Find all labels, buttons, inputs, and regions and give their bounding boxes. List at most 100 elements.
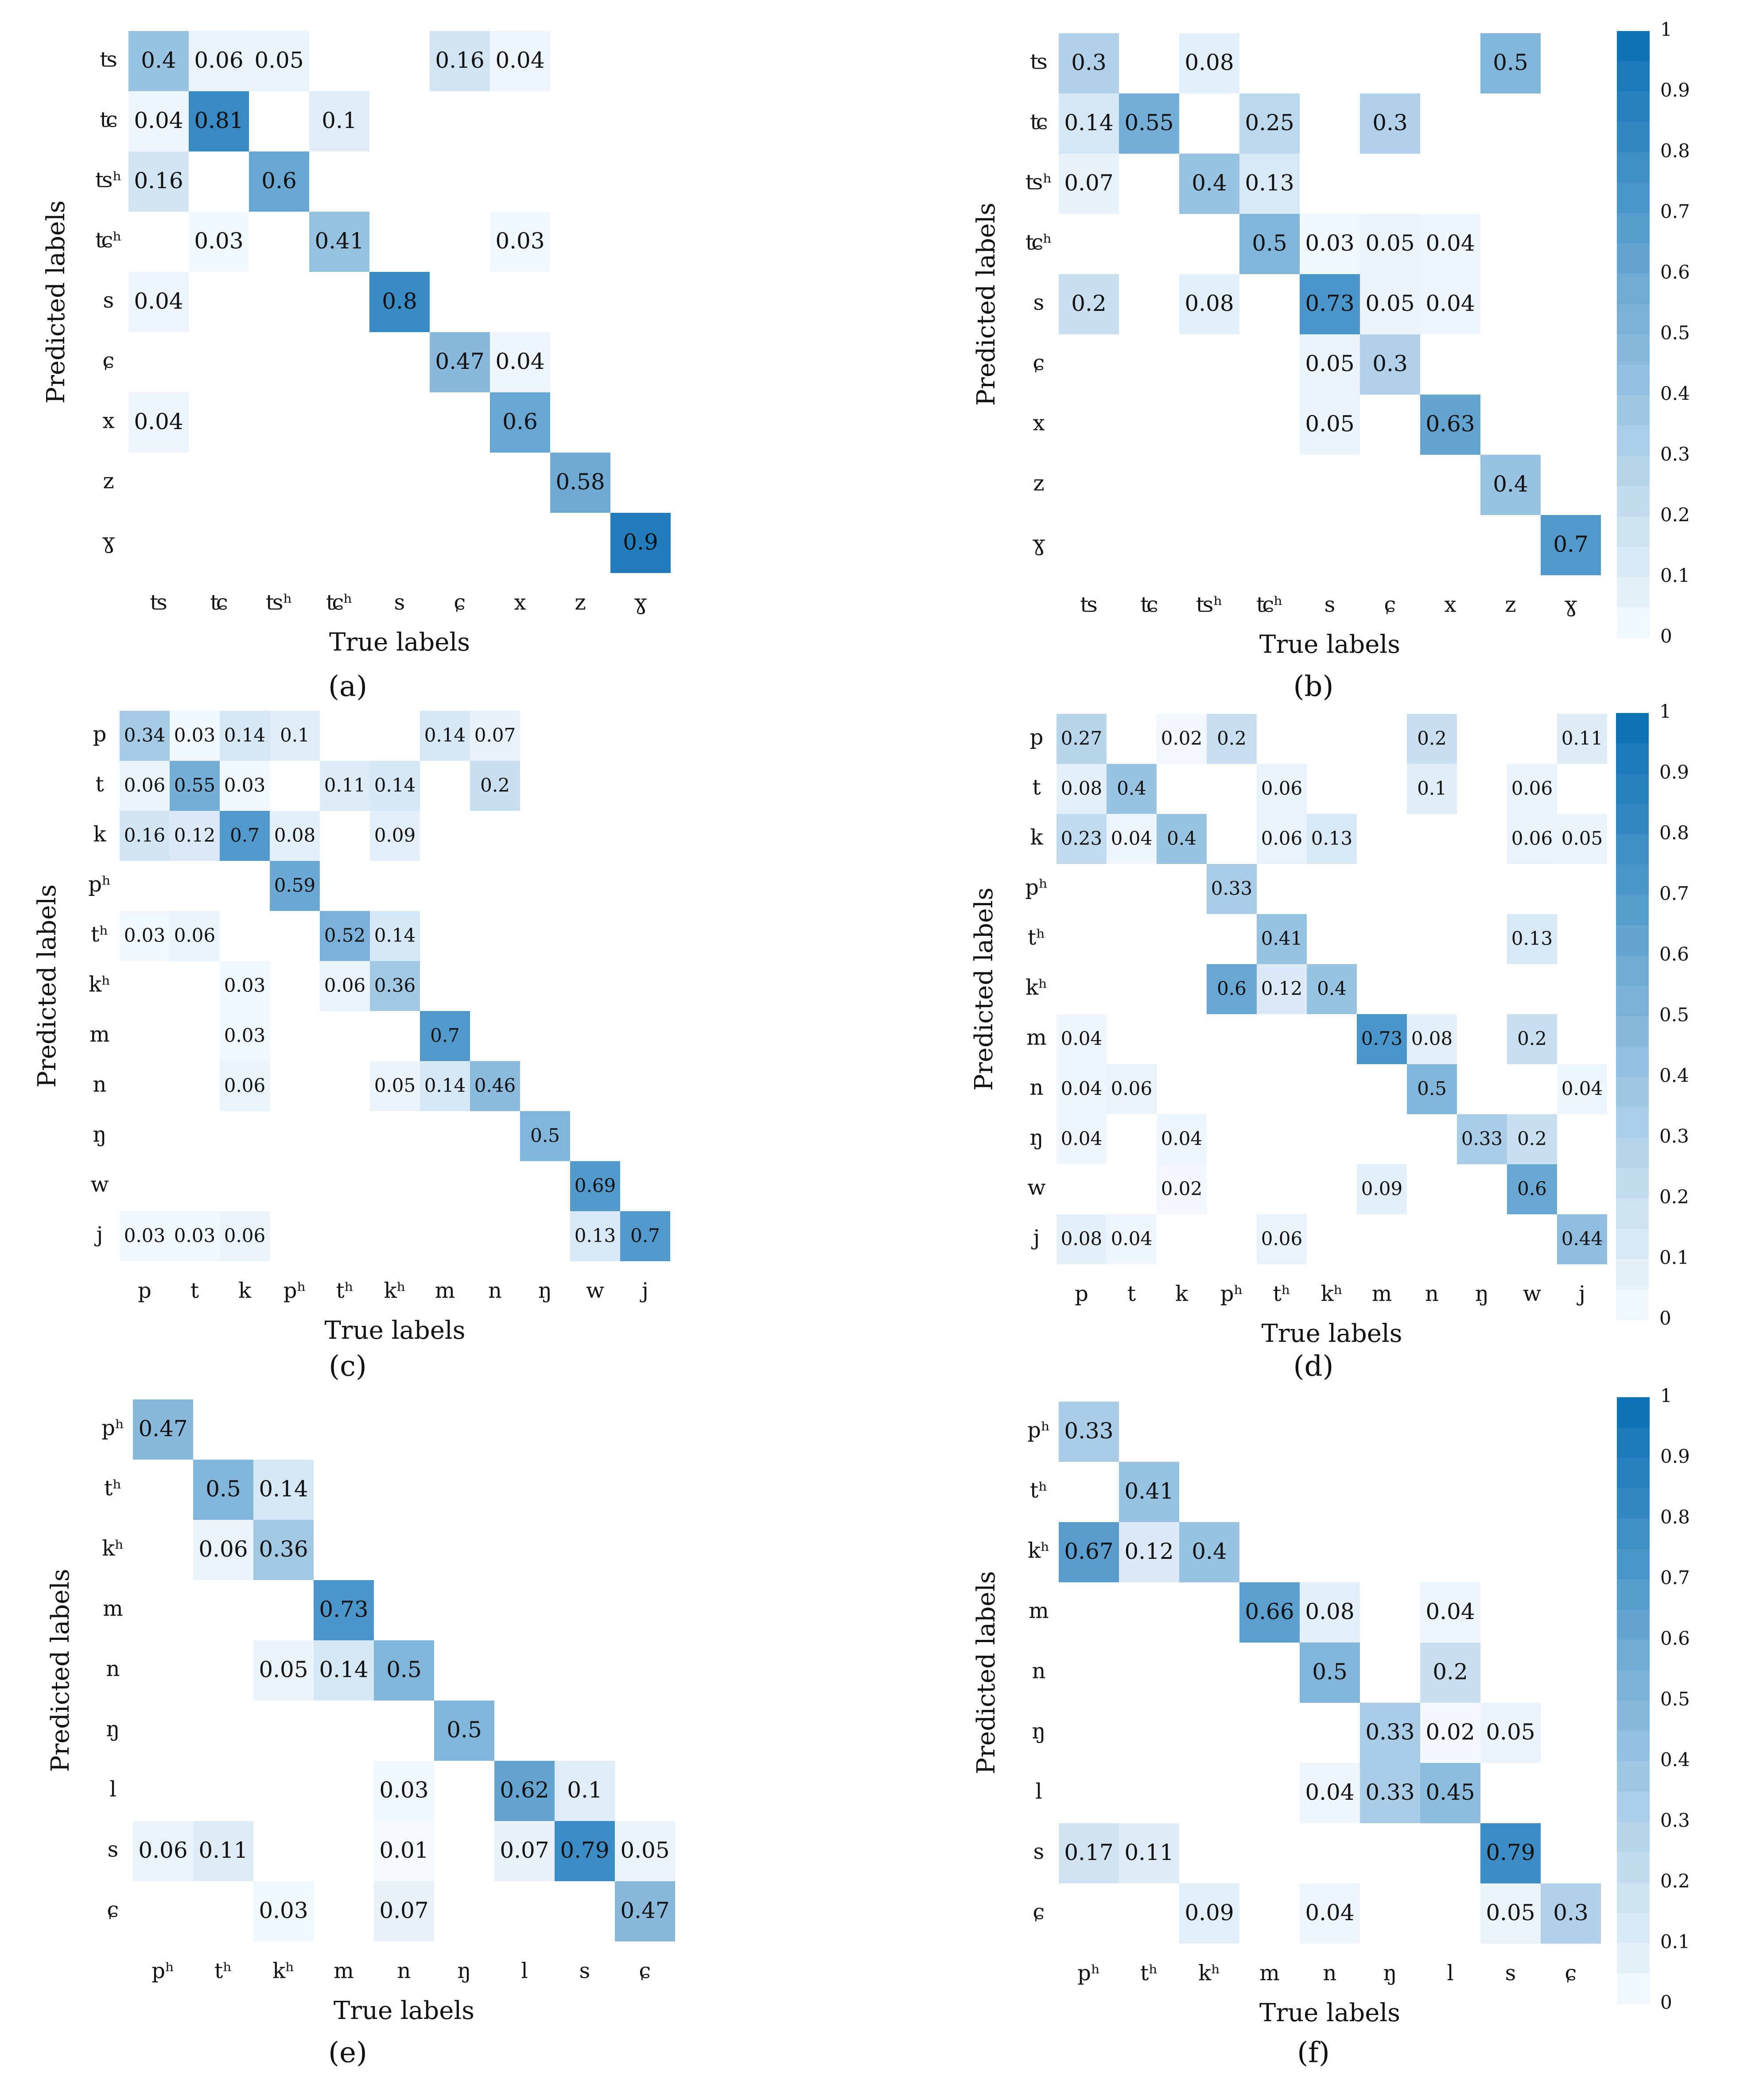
cell-value-label: 0.4	[1317, 978, 1347, 1000]
heatmap-cell	[1557, 1064, 1607, 1114]
cell-value-label: 0.05	[374, 1075, 416, 1096]
y-tick-label: s	[108, 1837, 119, 1862]
heatmap-cell	[494, 1761, 555, 1821]
cell-value-label: 0.5	[530, 1125, 560, 1147]
colorbar-segment	[1617, 243, 1650, 274]
y-tick-label: n	[1030, 1075, 1044, 1100]
heatmap-cell	[1059, 33, 1119, 93]
colorbar-tick-label: 0	[1660, 1992, 1672, 2013]
y-tick-label: ɕ	[1033, 1900, 1045, 1925]
x-tick-label: n	[397, 1959, 411, 1984]
heatmap-cell	[1300, 1883, 1360, 1944]
cell-value-label: 0.33	[1461, 1128, 1503, 1150]
y-tick-label: ŋ	[93, 1122, 107, 1147]
heatmap-cell	[120, 761, 170, 811]
cell-value-label: 0.33	[1064, 1418, 1113, 1444]
heatmap-cell	[1360, 1763, 1420, 1823]
heatmap-cell	[320, 761, 370, 811]
cell-value-label: 0.11	[198, 1837, 248, 1863]
y-tick-label: l	[109, 1777, 116, 1802]
x-tick-label: ʦ	[1080, 593, 1098, 617]
cell-value-label: 0.7	[230, 825, 260, 846]
colorbar-tick-label: 0	[1660, 625, 1672, 647]
cell-value-label: 0.4	[1167, 828, 1196, 849]
colorbar-segment	[1616, 895, 1649, 926]
x-tick-label: s	[1505, 1961, 1516, 1986]
y-axis-label: Predicted labels	[970, 887, 998, 1091]
x-tick-label: tʰ	[336, 1279, 353, 1303]
x-tick-label: n	[488, 1279, 502, 1303]
confusion-matrix-f: 0.330.410.67 0.12 0.40.66 0.08 0.040.5 0.20.3…	[972, 1385, 1690, 2069]
y-tick-label: p	[93, 722, 107, 747]
colorbar-segment	[1617, 1883, 1650, 1914]
heatmap-cell	[1107, 1064, 1157, 1114]
cell-value-label: 0.13	[1511, 928, 1553, 949]
colorbar-segment	[1617, 1973, 1650, 2004]
colorbar-tick-label: 0.8	[1660, 140, 1690, 162]
colorbar-segment	[1617, 334, 1650, 365]
cell-value-label: 0.04	[1305, 1779, 1354, 1805]
cell-value-label: 0.67	[1064, 1538, 1113, 1564]
x-tick-label: kʰ	[384, 1279, 406, 1303]
cell-value-label: 0.5	[206, 1476, 241, 1502]
cell-value-label: 0.41	[1124, 1478, 1173, 1504]
cell-value-label: 0.59	[274, 875, 316, 896]
y-tick-label: pʰ	[88, 872, 111, 897]
y-tick-label: n	[106, 1657, 120, 1682]
cell-value-label: 0.36	[259, 1536, 308, 1562]
heatmap-cell	[320, 961, 370, 1011]
heatmap-cell	[1157, 714, 1207, 764]
cell-value-label: 0.3	[1071, 50, 1107, 75]
cell-value-label: 0.2	[480, 775, 510, 796]
heatmap-cell	[1179, 274, 1239, 334]
heatmap-cell	[1239, 214, 1300, 274]
colorbar-tick-label: 0.3	[1660, 443, 1690, 465]
heatmap-cell	[1119, 93, 1179, 154]
x-tick-label: m	[334, 1959, 354, 1984]
heatmap-cell	[430, 31, 490, 91]
colorbar-tick-label: 0.9	[1660, 79, 1690, 101]
cell-value-label: 0.81	[194, 108, 243, 133]
y-tick-label: t	[95, 772, 104, 797]
colorbar-tick-label: 0.4	[1660, 1749, 1690, 1771]
heatmap-cell	[1239, 154, 1300, 214]
y-tick-label: j	[94, 1222, 103, 1247]
cell-value-label: 0.11	[1124, 1840, 1173, 1865]
colorbar-segment	[1617, 1609, 1650, 1640]
cell-value-label: 0.03	[124, 925, 166, 946]
cell-value-label: 0.04	[134, 108, 183, 133]
y-tick-label: z	[103, 469, 114, 494]
heatmap-cell	[220, 811, 270, 861]
y-tick-label: k	[1030, 825, 1043, 850]
x-tick-label: k	[1175, 1282, 1188, 1306]
x-tick-label: kʰ	[272, 1959, 295, 1984]
x-tick-label: n	[1323, 1961, 1337, 1986]
colorbar-segment	[1617, 182, 1650, 213]
y-tick-label: ɕ	[1033, 351, 1045, 376]
colorbar-segment	[1616, 834, 1649, 865]
cell-value-label: 0.4	[1493, 471, 1528, 497]
x-tick-label: ʦ	[150, 590, 167, 615]
heatmap-cell	[1207, 864, 1257, 914]
cell-value-label: 0.6	[261, 168, 297, 194]
y-axis-label: Predicted labels	[972, 203, 1001, 406]
cell-value-label: 0.66	[1245, 1599, 1294, 1624]
heatmap-cell	[490, 332, 550, 392]
heatmap-cell	[1059, 1823, 1119, 1883]
y-tick-label: tʰ	[104, 1476, 122, 1501]
cell-value-label: 0.5	[386, 1657, 422, 1682]
cell-value-label: 0.05	[259, 1657, 308, 1682]
heatmap-cell	[1541, 515, 1601, 575]
colorbar-segment	[1616, 713, 1649, 744]
colorbar-tick-label: 0.5	[1659, 1004, 1689, 1026]
x-tick-label: j	[1577, 1282, 1585, 1306]
cell-value-label: 0.12	[1124, 1538, 1173, 1564]
colorbar-tick-label: 0.6	[1659, 943, 1689, 965]
x-tick-label: ŋ	[1475, 1282, 1489, 1306]
cell-value-label: 0.47	[138, 1416, 187, 1441]
colorbar-tick-label: 0.2	[1659, 1186, 1689, 1208]
x-tick-label: n	[1425, 1282, 1439, 1306]
cell-value-label: 0.5	[1417, 1078, 1447, 1100]
heatmap-cell	[1360, 214, 1420, 274]
